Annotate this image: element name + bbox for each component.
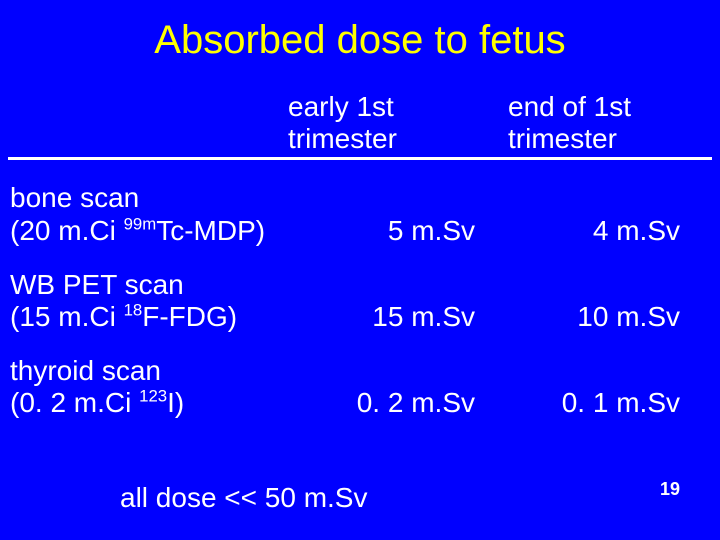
table-row: bone scan (20 m.Ci 99mTc-MDP) 5 m.Sv 4 m… (0, 182, 720, 246)
row-end-value: 0. 1 m.Sv (515, 387, 720, 419)
table-row: thyroid scan (0. 2 m.Ci 123I) 0. 2 m.Sv … (0, 355, 720, 419)
row-label-sup: 99m (124, 214, 157, 233)
col-end-line2: trimester (508, 123, 617, 154)
row-early-value: 15 m.Sv (310, 301, 515, 333)
header-spacer (0, 91, 280, 155)
table-row: WB PET scan (15 m.Ci 18F-FDG) 15 m.Sv 10… (0, 269, 720, 333)
row-label-line1: bone scan (10, 182, 139, 213)
horizontal-rule (8, 157, 712, 160)
row-label-pre: (15 m.Ci (10, 301, 124, 332)
slide: Absorbed dose to fetus early 1st trimest… (0, 0, 720, 540)
page-number: 19 (660, 479, 680, 500)
col-end-line1: end of 1st (508, 91, 631, 122)
row-label-pre: (20 m.Ci (10, 215, 124, 246)
row-label: thyroid scan (0. 2 m.Ci 123I) (0, 355, 310, 419)
row-label-pre: (0. 2 m.Ci (10, 387, 139, 418)
row-label-line1: thyroid scan (10, 355, 161, 386)
row-label-post: Tc-MDP) (156, 215, 265, 246)
row-label: WB PET scan (15 m.Ci 18F-FDG) (0, 269, 310, 333)
column-header-end: end of 1st trimester (500, 91, 720, 155)
footer-note: all dose << 50 m.Sv (120, 482, 367, 514)
row-label: bone scan (20 m.Ci 99mTc-MDP) (0, 182, 310, 246)
slide-title: Absorbed dose to fetus (0, 0, 720, 63)
row-early-value: 5 m.Sv (310, 215, 515, 247)
row-end-value: 10 m.Sv (515, 301, 720, 333)
column-header-early: early 1st trimester (280, 91, 500, 155)
row-early-value: 0. 2 m.Sv (310, 387, 515, 419)
col-early-line1: early 1st (288, 91, 394, 122)
col-early-line2: trimester (288, 123, 397, 154)
row-label-post: F-FDG) (142, 301, 237, 332)
row-end-value: 4 m.Sv (515, 215, 720, 247)
row-label-post: I) (167, 387, 184, 418)
column-headers: early 1st trimester end of 1st trimester (0, 91, 720, 155)
row-label-sup: 18 (124, 301, 143, 320)
row-label-line1: WB PET scan (10, 269, 184, 300)
data-rows: bone scan (20 m.Ci 99mTc-MDP) 5 m.Sv 4 m… (0, 182, 720, 419)
row-label-sup: 123 (139, 387, 167, 406)
